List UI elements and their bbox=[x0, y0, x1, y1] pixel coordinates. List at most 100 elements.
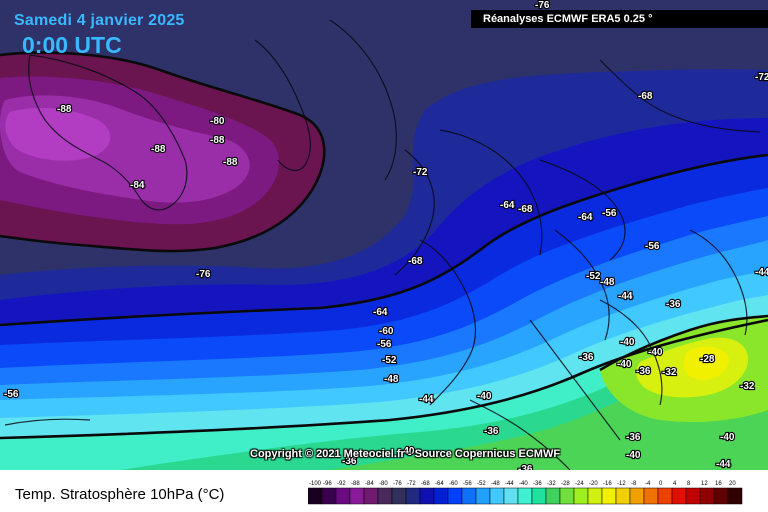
map-band-32 bbox=[330, 340, 768, 470]
scale-swatch bbox=[699, 487, 715, 505]
contour-label: -64 bbox=[578, 212, 593, 223]
contour-label: -88 bbox=[151, 144, 166, 155]
contour-label: -36 bbox=[636, 366, 651, 377]
scale-swatch bbox=[587, 487, 603, 505]
scale-swatch bbox=[419, 487, 435, 505]
scale-swatch bbox=[573, 487, 589, 505]
scale-swatch bbox=[377, 487, 393, 505]
scale-swatch bbox=[447, 487, 463, 505]
contour-label: -28 bbox=[700, 354, 715, 365]
scale-tick-label: -72 bbox=[407, 481, 416, 487]
scale-tick-label: 8 bbox=[687, 481, 691, 487]
scale-swatch bbox=[363, 487, 379, 505]
map-time: 0:00 UTC bbox=[22, 32, 122, 58]
contour-label: -40 bbox=[477, 391, 492, 402]
scale-swatch bbox=[615, 487, 631, 505]
contour-label: -88 bbox=[223, 157, 238, 168]
scale-tick-label: -56 bbox=[463, 481, 472, 487]
scale-tick-label: 20 bbox=[729, 481, 736, 487]
scale-tick-label: -40 bbox=[519, 481, 528, 487]
contour-labels: -76-68-72-88-80-88-88-88-84-72-64 -68-64-… bbox=[3, 0, 768, 470]
scale-tick-label: -28 bbox=[561, 481, 570, 487]
contour-label: -56 bbox=[377, 339, 392, 350]
coastlines bbox=[4, 19, 761, 470]
contour-label: -76 bbox=[535, 0, 550, 11]
scale-swatch bbox=[727, 487, 743, 505]
legend-title: Temp. Stratosphère 10hPa (°C) bbox=[15, 486, 225, 503]
scale-swatch bbox=[671, 487, 687, 505]
scale-swatch bbox=[657, 487, 673, 505]
contour-label: -48 bbox=[600, 277, 615, 288]
scale-swatch bbox=[321, 487, 337, 505]
contour-label: -52 bbox=[586, 271, 601, 282]
scale-swatch bbox=[629, 487, 645, 505]
scale-tick-label: 12 bbox=[701, 481, 708, 487]
data-source-label: Réanalyses ECMWF ERA5 0.25 ° bbox=[471, 10, 768, 28]
colour-scale: -100 -96 -92 -88 -84 -80 -76 -72 -68 -64 -60 -56 -52… bbox=[308, 481, 743, 505]
contour-label: -72 bbox=[755, 72, 768, 83]
contour-label: -40 bbox=[617, 359, 632, 370]
scale-tick-label: -4 bbox=[645, 481, 651, 487]
contour-label: -36 bbox=[579, 352, 594, 363]
scale-swatch bbox=[335, 487, 351, 505]
scale-swatch bbox=[685, 487, 701, 505]
scale-tick-label: -20 bbox=[589, 481, 598, 487]
scale-swatch bbox=[475, 487, 491, 505]
scale-tick-label: -80 bbox=[379, 481, 388, 487]
scale-swatch bbox=[308, 487, 323, 505]
contour-lines bbox=[0, 51, 768, 440]
scale-tick-label: -8 bbox=[631, 481, 637, 487]
scale-tick-label: -68 bbox=[421, 481, 430, 487]
contour-label: -44 bbox=[716, 459, 731, 470]
scale-tick-label: -24 bbox=[575, 481, 584, 487]
scale-tick-label: -44 bbox=[505, 481, 514, 487]
contour-label: -36 bbox=[518, 464, 533, 470]
scale-tick-label: -36 bbox=[533, 481, 542, 487]
contour-label: -56 bbox=[4, 389, 19, 400]
scale-tick-label: -100 bbox=[309, 481, 322, 487]
scale-tick-label: -48 bbox=[491, 481, 500, 487]
contour-label: -44 bbox=[419, 394, 434, 405]
scale-tick-label: -60 bbox=[449, 481, 458, 487]
scale-tick-label: -92 bbox=[337, 481, 346, 487]
contour-label: -40 bbox=[720, 432, 735, 443]
scale-swatch bbox=[349, 487, 365, 505]
scale-swatch bbox=[559, 487, 575, 505]
temperature-map: -76-68-72-88-80-88-88-88-84-72-64 -68-64-… bbox=[0, 0, 768, 470]
contour-label: -76 bbox=[196, 269, 211, 280]
map-band-20 bbox=[683, 346, 729, 381]
scale-swatch bbox=[601, 487, 617, 505]
scale-swatch bbox=[461, 487, 477, 505]
contour-label: -84 bbox=[130, 180, 145, 191]
scale-swatch bbox=[503, 487, 519, 505]
scale-tick-label: 16 bbox=[715, 481, 722, 487]
contour-64 bbox=[0, 153, 768, 327]
contour-label: -60 bbox=[379, 326, 394, 337]
scale-swatch bbox=[713, 487, 729, 505]
contour-label: -40 bbox=[648, 347, 663, 358]
contour-40 bbox=[0, 318, 768, 440]
contour-label: -36 bbox=[342, 456, 357, 467]
contour-80 bbox=[0, 51, 326, 253]
scale-tick-label: -12 bbox=[617, 481, 626, 487]
scale-tick-label: -32 bbox=[547, 481, 556, 487]
contour-label: -88 bbox=[57, 104, 72, 115]
contour-label: -48 bbox=[384, 374, 399, 385]
contour-label: -68 bbox=[518, 204, 533, 215]
scale-tick-label: -96 bbox=[323, 481, 332, 487]
contour-label: -64 bbox=[373, 307, 388, 318]
contour-label: -40 bbox=[400, 446, 415, 457]
scale-tick-label: -84 bbox=[365, 481, 374, 487]
scale-swatch bbox=[489, 487, 505, 505]
scale-swatch bbox=[391, 487, 407, 505]
scale-swatch bbox=[433, 487, 449, 505]
contour-28 bbox=[599, 314, 768, 372]
map-date: Samedi 4 janvier 2025 bbox=[14, 12, 185, 29]
scale-tick-label: -52 bbox=[477, 481, 486, 487]
scale-tick-label: -64 bbox=[435, 481, 444, 487]
contour-label: -40 bbox=[620, 337, 635, 348]
contour-label: -88 bbox=[210, 135, 225, 146]
contour-label: -68 bbox=[638, 91, 653, 102]
contour-label: -44 bbox=[755, 267, 768, 278]
